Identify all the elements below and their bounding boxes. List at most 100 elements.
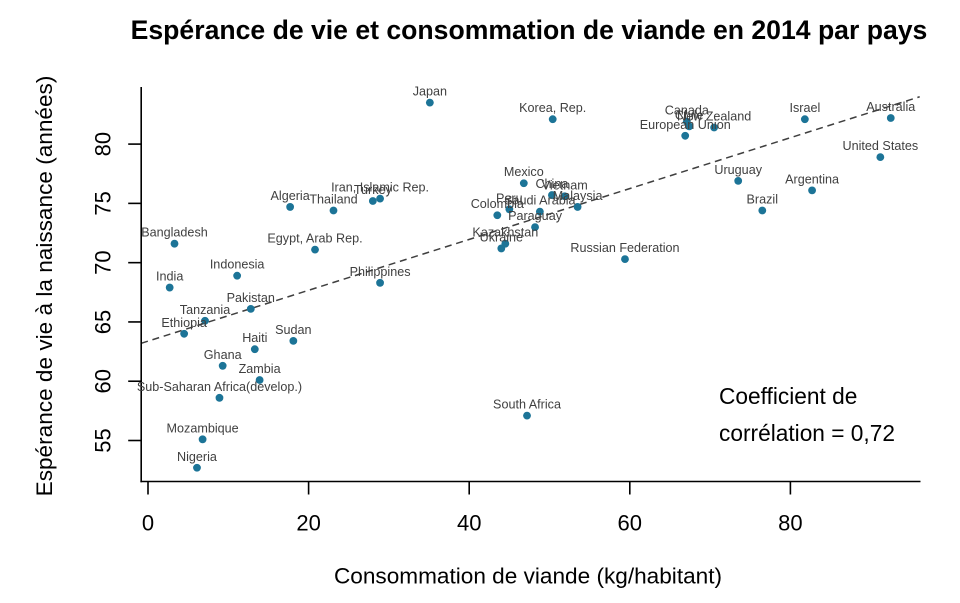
y-tick-label: 60	[91, 369, 116, 393]
y-tick-label: 70	[91, 250, 116, 274]
country-label: India	[156, 270, 183, 284]
data-point	[573, 203, 582, 211]
country-label: Indonesia	[210, 258, 265, 272]
data-point	[311, 245, 319, 254]
y-tick-label: 65	[91, 310, 116, 334]
country-label: Ukraine	[480, 230, 523, 244]
country-label: Tanzania	[180, 303, 230, 317]
data-point	[329, 206, 338, 215]
y-tick-label: 75	[91, 191, 116, 215]
data-point	[548, 115, 557, 124]
data-point	[286, 203, 295, 211]
country-label: Korea, Rep.	[519, 101, 586, 115]
data-point	[800, 115, 809, 124]
data-point	[758, 206, 767, 215]
data-point	[621, 255, 629, 264]
x-tick-label: 40	[457, 511, 481, 536]
axes-layer: 0 20 40 60 80 55 60 65 70 75 80	[91, 87, 921, 536]
country-label: Israel	[789, 101, 820, 115]
data-point	[685, 122, 694, 131]
x-tick-label: 60	[618, 511, 642, 536]
data-point	[368, 197, 377, 205]
data-point	[233, 271, 242, 280]
country-label: Kazakhstan	[472, 226, 538, 240]
country-label: Vietnam	[542, 178, 588, 192]
data-point	[531, 223, 539, 231]
country-label: Australia	[866, 100, 915, 114]
data-point	[497, 244, 506, 253]
country-label: Malaysia	[553, 189, 603, 203]
country-label: United States	[843, 139, 919, 153]
country-label: Argentina	[785, 172, 839, 186]
data-point	[180, 329, 189, 338]
country-label: Brazil	[747, 192, 779, 206]
country-label: Zambia	[239, 362, 281, 376]
country-label: Peru	[496, 191, 523, 205]
data-point	[548, 191, 556, 199]
data-point	[255, 376, 264, 384]
country-label: South Africa	[493, 398, 561, 412]
y-tick-label: 80	[91, 132, 116, 156]
country-label: Sub-Saharan Africa(develop.)	[137, 380, 302, 394]
data-point	[681, 131, 690, 140]
country-label: Chile	[675, 108, 704, 122]
data-point	[505, 205, 514, 214]
data-point	[215, 393, 224, 402]
trend-line-layer	[140, 96, 920, 345]
country-label: Canada	[665, 104, 709, 118]
country-label: Thailand	[309, 192, 357, 206]
data-point	[523, 411, 531, 420]
country-label: Ghana	[204, 348, 242, 362]
data-point	[289, 337, 298, 345]
country-label: Haiti	[242, 331, 267, 345]
country-label: Algeria	[271, 189, 310, 203]
country-label: Paraguay	[508, 209, 563, 223]
y-tick-label: 55	[91, 428, 116, 452]
country-label: Sudan	[275, 323, 311, 337]
chart-title: Espérance de vie et consommation de vian…	[131, 15, 928, 45]
x-tick-label: 80	[778, 511, 802, 536]
data-point	[886, 114, 895, 122]
x-axis-title: Consommation de viande (kg/habitant)	[334, 564, 722, 589]
country-label: Colombia	[471, 197, 524, 211]
country-label: European Union	[640, 118, 731, 132]
country-label: Bangladesh	[141, 226, 208, 240]
data-point	[198, 435, 207, 444]
data-point	[193, 463, 201, 472]
country-label: Turkey	[354, 183, 393, 197]
data-point	[493, 211, 502, 220]
country-label: Philippines	[350, 265, 411, 279]
x-tick-label: 20	[296, 511, 320, 536]
data-point	[560, 192, 569, 201]
country-label: Pakistan	[227, 291, 275, 305]
country-label: Uruguay	[714, 163, 762, 177]
data-points-layer	[165, 98, 895, 472]
country-label: New Zealand	[677, 110, 751, 124]
data-point	[876, 153, 885, 162]
data-point	[250, 345, 259, 354]
data-point	[218, 361, 227, 370]
country-label: Iran, Islamic Rep.	[331, 181, 429, 195]
data-point	[710, 123, 719, 132]
data-point	[376, 278, 384, 287]
country-label: Japan	[413, 85, 447, 99]
country-label: Saudi Arabia	[504, 194, 575, 208]
country-label: Nigeria	[177, 450, 217, 464]
country-label: China	[535, 177, 568, 191]
y-axis-title: Espérance de vie à la naissance (années)	[32, 76, 57, 497]
data-point	[201, 316, 209, 325]
country-label: Mexico	[504, 165, 544, 179]
annotation-line-2: corrélation = 0,72	[719, 420, 895, 446]
country-label: Russian Federation	[570, 241, 679, 255]
country-label: Ethiopia	[161, 316, 207, 330]
trend-line	[140, 96, 920, 345]
x-tick-label: 0	[142, 511, 154, 536]
country-label: Mozambique	[167, 421, 239, 435]
data-point	[734, 176, 743, 185]
data-point	[808, 186, 816, 195]
data-point	[376, 194, 384, 203]
data-point	[246, 304, 255, 313]
